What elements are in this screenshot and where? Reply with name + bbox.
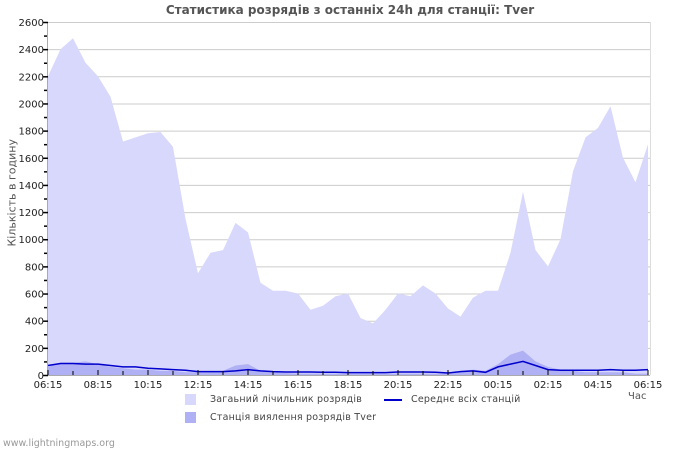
svg-text:20:15: 20:15 [384, 380, 413, 391]
average-line-icon [384, 398, 402, 401]
legend-item-average: Середнє всіх станцій [384, 394, 521, 405]
legend-item-station: Станція виялення розрядів Tver [185, 412, 376, 423]
svg-text:06:15: 06:15 [34, 380, 63, 391]
svg-text:2200: 2200 [19, 72, 44, 83]
svg-text:18:15: 18:15 [334, 380, 363, 391]
total-swatch-icon [185, 394, 196, 405]
svg-text:400: 400 [25, 317, 44, 328]
svg-text:2400: 2400 [19, 45, 44, 56]
svg-text:200: 200 [25, 344, 44, 355]
svg-text:06:15: 06:15 [634, 380, 663, 391]
svg-text:2600: 2600 [19, 18, 44, 29]
total-count-area [48, 38, 648, 376]
x-axis-ticks: 06:15 08:15 10:15 12:15 14:15 16:15 18:15 20:15… [34, 370, 663, 391]
svg-text:1400: 1400 [19, 181, 44, 192]
svg-text:1200: 1200 [19, 208, 44, 219]
svg-text:16:15: 16:15 [284, 380, 313, 391]
svg-text:02:15: 02:15 [534, 380, 563, 391]
svg-text:1800: 1800 [19, 127, 44, 138]
station-swatch-icon [185, 412, 196, 423]
legend-item-total: Загаьний лічильник розрядів [185, 394, 362, 405]
axes [47, 22, 651, 376]
svg-text:800: 800 [25, 262, 44, 273]
footer-link[interactable]: www.lightningmaps.org [3, 438, 115, 449]
svg-text:1600: 1600 [19, 154, 44, 165]
svg-text:08:15: 08:15 [84, 380, 113, 391]
station-area [48, 350, 648, 375]
x-axis-unit: Час [628, 391, 647, 402]
svg-text:00:15: 00:15 [484, 380, 513, 391]
svg-text:10:15: 10:15 [134, 380, 163, 391]
svg-text:1000: 1000 [19, 235, 44, 246]
svg-text:04:15: 04:15 [584, 380, 613, 391]
chart-title: Статистика розрядів з останніх 24h для с… [165, 3, 535, 17]
svg-text:600: 600 [25, 290, 44, 301]
svg-text:14:15: 14:15 [234, 380, 263, 391]
svg-text:12:15: 12:15 [184, 380, 213, 391]
svg-text:2000: 2000 [19, 99, 44, 110]
svg-text:0: 0 [38, 371, 44, 382]
y-axis-ticks: 0 200 400 600 800 1000 1200 1400 1600 1800 2000 220… [19, 18, 48, 382]
svg-text:22:15: 22:15 [434, 380, 463, 391]
